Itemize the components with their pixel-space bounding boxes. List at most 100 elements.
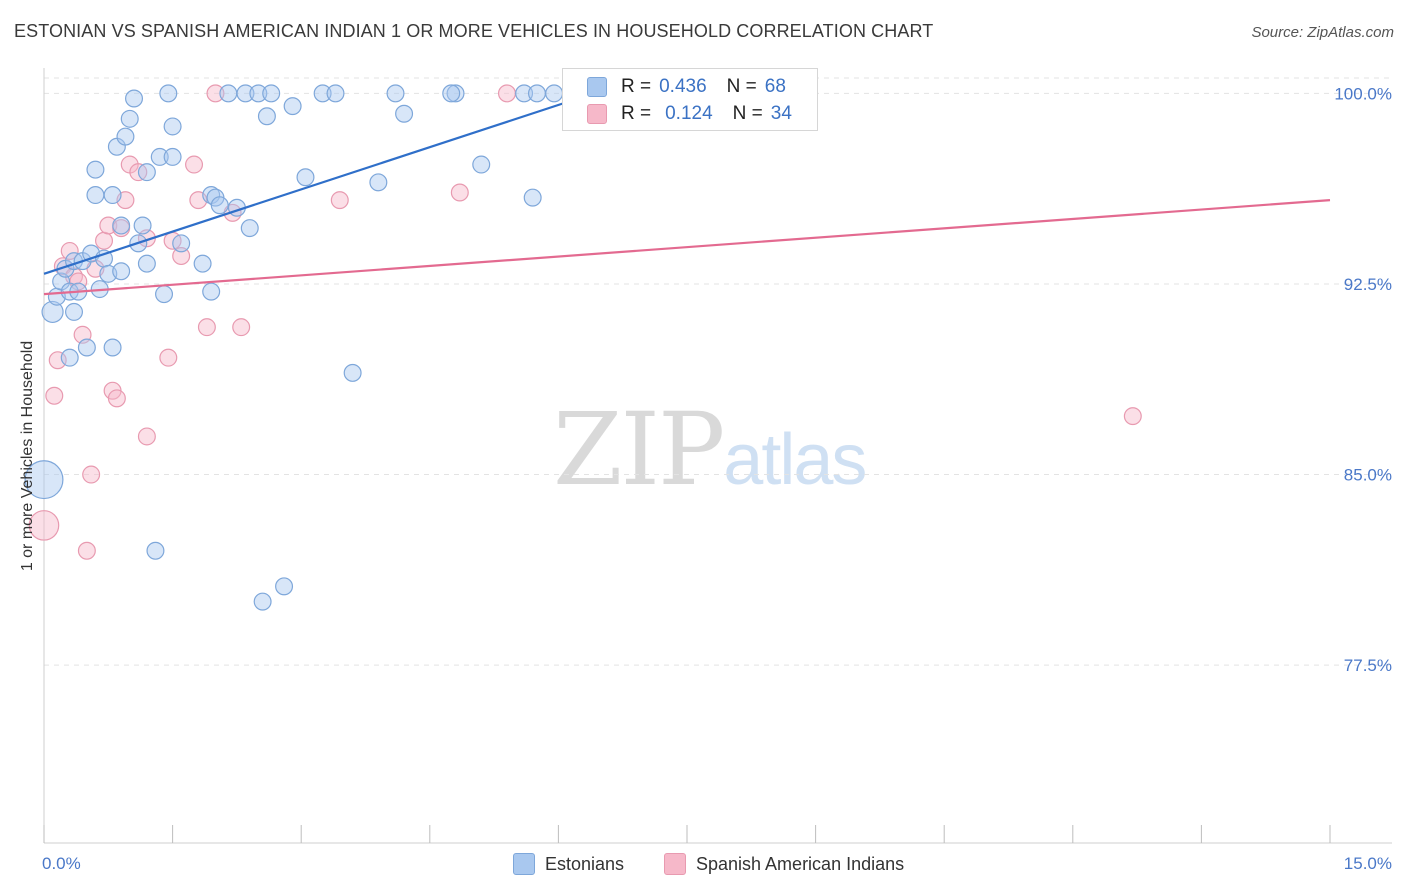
spanish-trend-line (43, 199, 1331, 296)
spanish-point (45, 386, 64, 405)
source-label: Source: ZipAtlas.com (1251, 24, 1394, 41)
estonian-point (395, 104, 414, 123)
x-tick-label: 15.0% (1344, 854, 1392, 873)
spanish-point (172, 247, 191, 266)
spanish-point (330, 191, 349, 210)
estonian-point (236, 84, 255, 103)
estonian-point (296, 168, 315, 187)
spanish-point (159, 348, 178, 367)
legend-n-value: 68 (764, 76, 786, 97)
bottom-legend-swatch-estonians (513, 853, 535, 875)
estonian-point (515, 84, 534, 103)
spanish-point (450, 183, 469, 202)
estonian-point (163, 117, 182, 136)
estonian-point (446, 84, 465, 103)
chart-title: ESTONIAN VS SPANISH AMERICAN INDIAN 1 OR… (14, 21, 934, 41)
estonian-point (159, 84, 178, 103)
estonian-point (386, 84, 405, 103)
estonian-trend-line (43, 89, 602, 275)
spanish-point (1123, 407, 1142, 426)
estonian-point (120, 109, 139, 128)
spanish-point (497, 84, 516, 103)
legend-n-label: N = (732, 103, 763, 124)
estonian-point (442, 84, 461, 103)
estonian-point (275, 577, 294, 596)
y-tick-label: 77.5% (1344, 656, 1392, 675)
estonian-point (112, 216, 131, 235)
estonian-point (210, 196, 229, 215)
spanish-point (95, 231, 114, 250)
bottom-legend-swatch-spanish (664, 853, 686, 875)
estonian-point (86, 186, 105, 205)
estonian-point (41, 300, 64, 324)
spanish-point (28, 510, 60, 541)
estonian-point (193, 254, 212, 273)
estonian-point (472, 155, 491, 174)
estonian-point (137, 163, 156, 182)
spanish-point (197, 318, 216, 337)
estonian-point (172, 234, 191, 253)
estonian-point (369, 173, 388, 192)
x-tick-label: 0.0% (42, 854, 81, 873)
spanish-point (107, 389, 126, 408)
estonian-point (103, 338, 122, 357)
legend-row-estonians: R = 0.436 N = 68 (587, 75, 786, 99)
estonian-point (523, 188, 542, 207)
legend-swatch-spanish (587, 104, 607, 124)
estonian-point (283, 97, 302, 116)
bottom-legend-label-estonians: Estonians (545, 853, 625, 874)
bottom-legend-estonians: Estonians (513, 852, 624, 876)
watermark: ZIPatlas (553, 400, 867, 500)
estonian-point (202, 282, 221, 301)
stats-legend: R = 0.436 N = 68 R = 0.124 N = 34 (562, 68, 818, 131)
estonian-point (343, 363, 362, 382)
estonian-point (125, 89, 144, 108)
estonian-point (253, 592, 272, 611)
y-tick-label: 100.0% (1334, 84, 1392, 103)
y-tick-label: 85.0% (1344, 466, 1392, 485)
legend-n-label: N = (726, 76, 757, 97)
estonian-point (249, 84, 268, 103)
y-tick-label: 92.5% (1344, 275, 1392, 294)
spanish-point (137, 427, 156, 446)
spanish-point (77, 541, 96, 560)
estonian-point (60, 348, 79, 367)
estonian-point (133, 216, 152, 235)
estonian-point (163, 147, 182, 166)
legend-r-label: R = (621, 103, 652, 124)
watermark-atlas: atlas (723, 420, 867, 500)
legend-r-value: 0.124 (665, 103, 713, 124)
estonian-point (112, 262, 131, 281)
estonian-point (86, 160, 105, 179)
legend-r-label: R = (621, 76, 652, 97)
y-axis-label: 1 or more Vehicles in Household (19, 340, 36, 572)
spanish-point (82, 465, 101, 484)
estonian-point (155, 285, 174, 304)
bottom-legend-spanish: Spanish American Indians (664, 852, 904, 876)
watermark-zip: ZIP (553, 391, 725, 508)
estonian-point (150, 147, 169, 166)
estonian-point (527, 84, 546, 103)
estonian-point (545, 84, 564, 103)
spanish-point (232, 318, 251, 337)
estonian-point (77, 338, 96, 357)
estonian-point (313, 84, 332, 103)
spanish-point (206, 84, 225, 103)
estonian-point (262, 84, 281, 103)
estonian-point (103, 186, 122, 205)
estonian-point (146, 541, 165, 560)
estonian-point (65, 302, 84, 321)
bottom-legend-label-spanish: Spanish American Indians (696, 853, 905, 874)
legend-n-value: 34 (770, 103, 792, 124)
estonian-point (24, 460, 64, 500)
estonian-point (326, 84, 345, 103)
estonian-point (219, 84, 238, 103)
estonian-point (137, 254, 156, 273)
legend-r-value: 0.436 (659, 76, 707, 97)
legend-swatch-estonians (587, 77, 607, 97)
estonian-point (116, 127, 135, 146)
estonian-point (257, 107, 276, 126)
spanish-point (60, 241, 79, 260)
spanish-point (185, 155, 204, 174)
